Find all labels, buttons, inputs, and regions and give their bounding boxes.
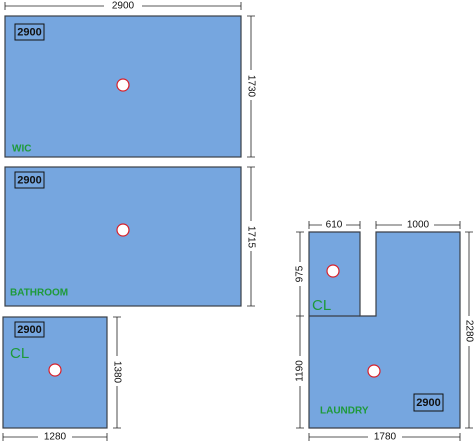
dim-bg [294,262,306,286]
dimension: 1715 [245,226,256,249]
drain [116,223,130,237]
room-name: LAUNDRY [320,406,369,417]
dim-bg [322,219,346,231]
dim-bg [294,356,306,386]
dimension: 2280 [463,320,474,343]
tag-box [14,321,45,338]
drain [367,364,381,378]
drain [48,363,62,377]
dimension: 1190 [295,360,306,382]
dimension: 1380 [111,361,122,384]
room-tag: 2900 [17,324,41,336]
dim-bg [104,0,142,11]
room-cl: 2900 CL 1380 1280 [2,316,123,443]
dimension: 610 [326,220,343,231]
dim-bg [402,219,434,231]
drain [326,264,340,278]
room-bathroom: 2900 BATHROOM 1715 [4,166,257,307]
dimension: 975 [295,265,306,282]
room-name: BATHROOM [10,288,68,299]
room-wic: 2900 WIC 2900 1730 [4,0,257,158]
dim-bg [245,70,257,100]
room-tag: 2900 [416,397,440,409]
dimension: 1730 [245,75,256,98]
room-tag: 2900 [17,26,41,38]
dim-bg [111,356,123,386]
room-name: WIC [12,144,31,155]
room-area [308,231,461,429]
dimension: 2900 [112,1,135,12]
dimension: 1000 [407,220,430,231]
dimension: 1280 [44,432,67,443]
closet-name: CL [312,297,331,314]
tag-box [14,23,45,41]
drain [116,78,130,92]
dim-bg [368,431,402,443]
dim-bg [38,431,72,443]
room-laundry: CL LAUNDRY 2900 610 1000 975 1190 2280 1… [294,219,475,443]
dim-bg [463,316,475,346]
dim-bg [245,221,257,251]
dimension: 1780 [374,432,397,443]
room-tag: 2900 [17,174,41,186]
tag-box [413,393,444,412]
room-name: CL [10,345,29,362]
tag-box [14,171,45,189]
